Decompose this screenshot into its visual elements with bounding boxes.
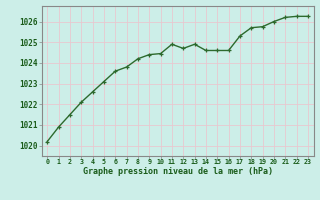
X-axis label: Graphe pression niveau de la mer (hPa): Graphe pression niveau de la mer (hPa): [83, 167, 273, 176]
